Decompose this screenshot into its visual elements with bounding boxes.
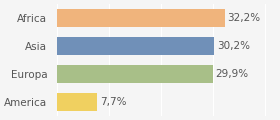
Bar bbox=[57, 9, 225, 27]
Text: 32,2%: 32,2% bbox=[227, 13, 260, 23]
Text: 29,9%: 29,9% bbox=[215, 69, 249, 79]
Text: 30,2%: 30,2% bbox=[217, 41, 250, 51]
Text: 7,7%: 7,7% bbox=[100, 97, 126, 107]
Bar bbox=[57, 65, 213, 83]
Bar bbox=[57, 93, 97, 111]
Bar bbox=[57, 37, 214, 55]
